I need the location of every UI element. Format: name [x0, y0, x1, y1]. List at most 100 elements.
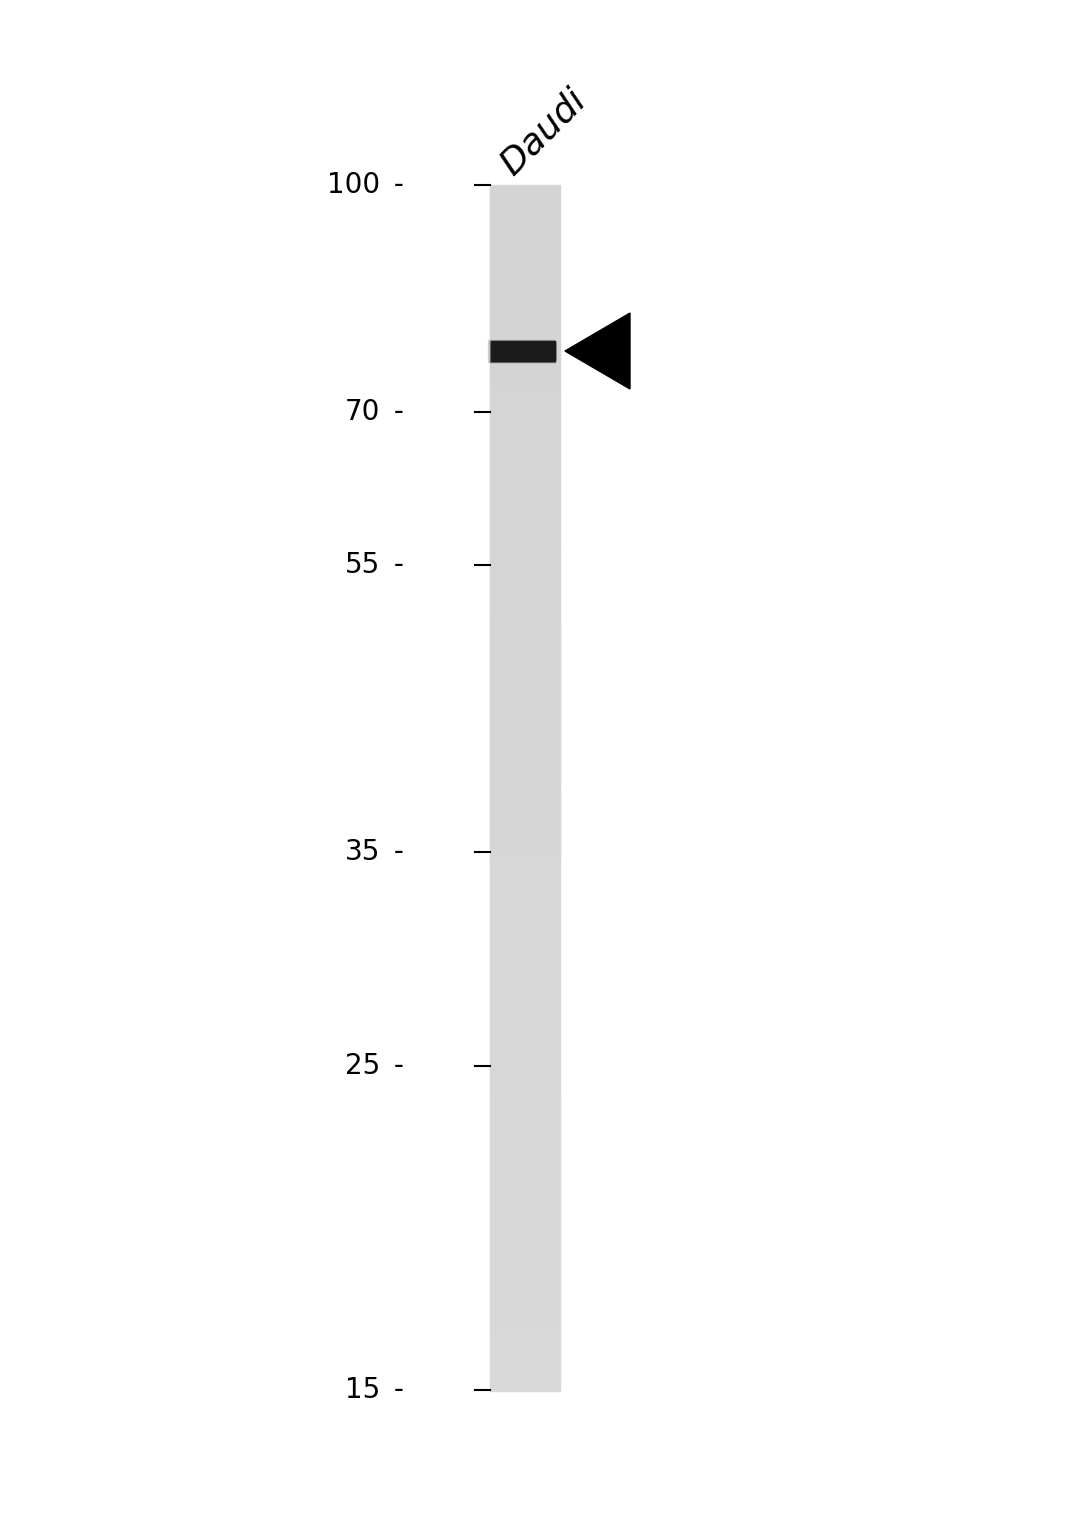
Bar [490, 245, 560, 250]
Bar [490, 494, 560, 500]
Bar [490, 636, 560, 640]
Bar [490, 1209, 560, 1215]
Bar [490, 1242, 560, 1247]
Bar [490, 1218, 560, 1222]
Bar [490, 1076, 560, 1082]
Bar [490, 783, 560, 788]
Text: -: - [385, 838, 404, 866]
Bar [490, 1230, 560, 1234]
Bar [490, 764, 560, 768]
Bar [490, 1033, 560, 1038]
Bar [490, 1024, 560, 1030]
Bar [490, 1338, 560, 1343]
Bar [490, 732, 560, 736]
Bar [490, 241, 560, 247]
Bar [490, 864, 560, 869]
Bar [490, 582, 560, 588]
Bar [490, 658, 560, 664]
Bar [490, 1330, 560, 1335]
Bar [490, 302, 560, 306]
Bar [490, 1282, 560, 1286]
Bar [490, 1125, 560, 1129]
Bar [490, 908, 560, 913]
Bar [490, 972, 560, 977]
Bar [490, 724, 560, 728]
Text: 55: 55 [345, 550, 379, 579]
Bar [490, 1346, 560, 1350]
Bar [490, 1137, 560, 1141]
Bar [490, 1198, 560, 1202]
Bar [490, 434, 560, 439]
Bar [490, 735, 560, 741]
Bar [490, 314, 560, 319]
Bar [491, 341, 555, 361]
Bar [490, 956, 560, 962]
Bar [490, 1193, 560, 1198]
Bar [490, 1085, 560, 1090]
Bar [490, 977, 560, 981]
Bar [490, 386, 560, 390]
Bar [490, 471, 560, 475]
Bar [490, 334, 560, 338]
Bar [490, 258, 560, 262]
Bar [490, 378, 560, 383]
Bar [488, 340, 555, 363]
Bar [490, 1129, 560, 1134]
Bar [490, 675, 560, 680]
Text: 25: 25 [345, 1052, 379, 1079]
Text: -: - [385, 398, 404, 425]
Bar [490, 523, 560, 527]
Bar [490, 1225, 560, 1230]
Bar [490, 297, 560, 302]
Bar [490, 832, 560, 837]
Bar [490, 229, 560, 235]
Bar [490, 575, 560, 579]
Bar [490, 985, 560, 989]
Bar [490, 282, 560, 287]
Bar [490, 1186, 560, 1190]
Bar [490, 695, 560, 700]
Bar [490, 1141, 560, 1146]
Bar [490, 338, 560, 343]
Bar [490, 980, 560, 986]
Bar [490, 535, 560, 539]
Bar [490, 201, 560, 206]
Bar [490, 808, 560, 812]
Bar [490, 776, 560, 780]
Bar [490, 437, 560, 443]
Bar [490, 422, 560, 427]
Bar [490, 747, 560, 753]
Bar [490, 479, 560, 483]
Bar [490, 1161, 560, 1166]
Bar [490, 879, 560, 885]
Bar [490, 238, 560, 242]
Bar [490, 924, 560, 930]
Bar [490, 209, 560, 213]
Bar [490, 815, 560, 820]
Bar [490, 567, 560, 572]
Polygon shape [565, 312, 630, 389]
Bar [490, 1221, 560, 1227]
Bar [490, 462, 560, 468]
Bar [490, 1004, 560, 1009]
Bar [490, 349, 560, 355]
Bar [490, 562, 560, 567]
Bar [490, 687, 560, 692]
Text: -: - [385, 1376, 404, 1404]
Bar [490, 1113, 560, 1119]
Bar [490, 265, 560, 270]
Bar [490, 945, 560, 949]
Bar [490, 1061, 560, 1065]
Bar [490, 491, 560, 495]
Bar [490, 751, 560, 756]
Bar [490, 1029, 560, 1033]
Bar [490, 835, 560, 841]
Bar [490, 1181, 560, 1186]
Bar [490, 1093, 560, 1097]
Text: -: - [385, 550, 404, 579]
Bar [490, 1056, 560, 1062]
Bar [490, 547, 560, 552]
Bar [490, 373, 560, 379]
Text: 70: 70 [345, 398, 379, 425]
Bar [490, 1382, 560, 1387]
